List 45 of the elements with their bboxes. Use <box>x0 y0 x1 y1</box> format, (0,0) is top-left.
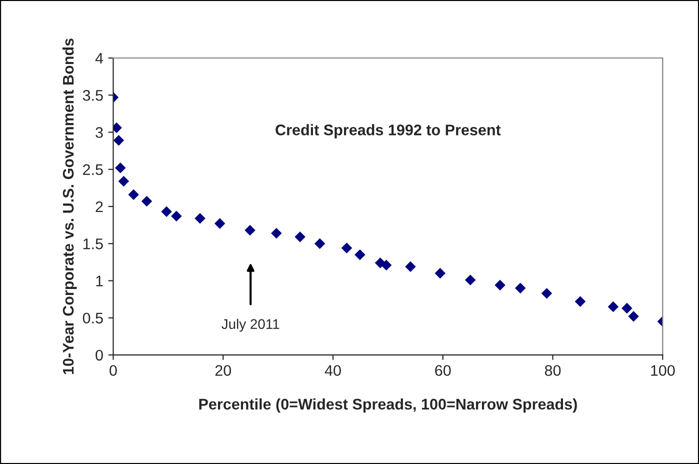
point <box>380 260 392 271</box>
point <box>113 135 124 146</box>
point <box>622 302 632 314</box>
point <box>314 238 326 249</box>
point <box>194 212 206 224</box>
point <box>341 242 352 254</box>
y-tick-label: 0 <box>96 350 103 361</box>
text: Credit Spreads 1992 to Present <box>276 124 501 138</box>
y-tick-label: 3 <box>96 127 103 138</box>
point <box>244 224 256 236</box>
point <box>434 268 446 279</box>
x-tick-label: 0 <box>110 365 117 376</box>
x-tick-label: 20 <box>215 365 232 376</box>
y-tick-label: 4 <box>95 53 104 64</box>
point <box>354 249 366 260</box>
point <box>464 274 476 286</box>
point <box>294 232 306 242</box>
point <box>494 280 506 291</box>
x-tick-label: 60 <box>435 365 451 376</box>
point <box>514 282 526 294</box>
point <box>214 218 226 229</box>
x-tick-label: 100 <box>651 365 675 376</box>
point <box>405 261 416 272</box>
point <box>608 301 619 312</box>
x-axis-title: Percentile (0=Widest Spreads, 100=Narrow Spreads) <box>199 398 577 413</box>
y-tick-label: 2 <box>96 201 103 212</box>
y-tick-label: 1 <box>96 276 103 286</box>
point <box>161 206 172 218</box>
x-tick-label: 80 <box>544 365 561 376</box>
point <box>171 210 182 222</box>
x-tick-label: 40 <box>324 365 341 376</box>
y-axis-title: 10-Year Corporate vs. U.S. Government Bonds <box>62 38 77 374</box>
point <box>271 228 282 239</box>
point <box>541 288 552 299</box>
y-tick-label: 2.5 <box>83 164 103 176</box>
y-tick-label: 1.5 <box>83 238 103 250</box>
point <box>574 296 586 307</box>
y-tick-label: 0.5 <box>82 312 103 324</box>
point <box>141 196 152 207</box>
annotation: July 2011 <box>222 318 280 332</box>
y-tick-label: 3.5 <box>82 90 103 101</box>
point <box>128 189 139 200</box>
point <box>115 162 126 174</box>
point <box>118 176 130 187</box>
point <box>628 310 639 322</box>
